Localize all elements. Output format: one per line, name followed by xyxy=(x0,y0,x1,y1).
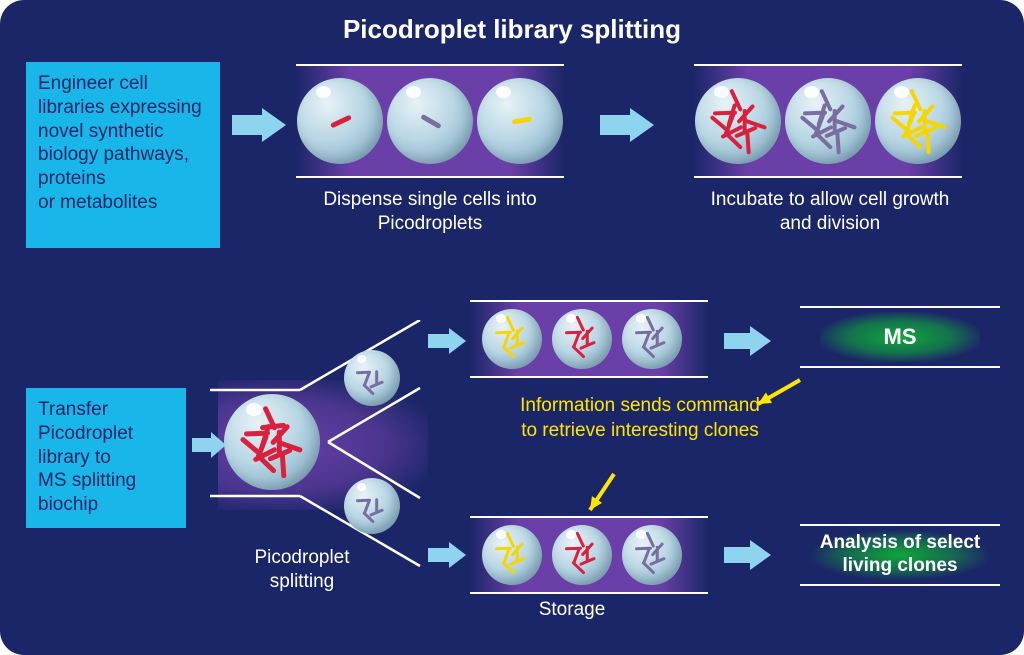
cell-rod xyxy=(579,557,595,566)
diagram-title: Picodroplet library splitting xyxy=(0,14,1024,45)
analysis-panel: Analysis of select living clones xyxy=(800,524,1000,586)
picodroplet xyxy=(224,394,320,490)
cell-rod xyxy=(330,115,352,129)
picodroplet xyxy=(482,525,542,585)
diagram-canvas: Picodroplet library splitting Engineer ce… xyxy=(0,0,1024,655)
picodroplet xyxy=(695,78,781,164)
picodroplet xyxy=(552,525,612,585)
cell-rod xyxy=(509,557,525,566)
cell-rod xyxy=(280,452,287,479)
picodroplet xyxy=(297,78,383,164)
caption-storage: Storage xyxy=(512,598,632,622)
cell-rod xyxy=(576,316,586,332)
cell-rod xyxy=(649,341,665,350)
flow-arrow xyxy=(600,108,654,142)
picodroplet xyxy=(785,78,871,164)
picodroplet xyxy=(622,525,682,585)
cell-rod xyxy=(646,316,656,332)
info-text: Information sends command to retrieve in… xyxy=(510,394,770,443)
cell-rod xyxy=(649,557,665,566)
cell-rod xyxy=(509,341,525,350)
caption-incubate: Incubate to allow cell growth and divisi… xyxy=(700,188,960,236)
caption-split: Picodroplet splitting xyxy=(222,546,382,594)
caption-dispense: Dispense single cells into Picodroplets xyxy=(300,188,560,236)
flow-arrow xyxy=(428,542,466,568)
picodroplet xyxy=(387,78,473,164)
cell-rod xyxy=(506,316,516,332)
cell-rod xyxy=(925,130,931,154)
analysis-label: Analysis of select living clones xyxy=(804,532,996,578)
box1: Engineer cell libraries expressing novel… xyxy=(26,62,220,248)
cell-rod xyxy=(356,499,371,503)
flow-arrow xyxy=(192,432,226,458)
cell-rod xyxy=(356,371,371,375)
picodroplet xyxy=(477,78,563,164)
picodroplet xyxy=(552,309,612,369)
cell-rod xyxy=(579,341,595,350)
cell-rod xyxy=(512,116,533,124)
flow-arrow xyxy=(232,108,286,142)
flow-arrow xyxy=(428,328,466,354)
cell-rod xyxy=(646,532,656,548)
info-arrow xyxy=(746,368,812,416)
picodroplet xyxy=(344,478,400,534)
cell-rod xyxy=(420,114,442,129)
flow-arrow xyxy=(724,540,772,570)
info-arrow xyxy=(578,462,626,522)
picodroplet xyxy=(344,350,400,406)
picodroplet xyxy=(482,309,542,369)
cell-rod xyxy=(506,532,516,548)
box2: Transfer Picodroplet library to MS split… xyxy=(26,388,186,528)
picodroplet xyxy=(622,309,682,369)
cell-rod xyxy=(835,130,841,154)
picodroplet xyxy=(875,78,961,164)
flow-arrow xyxy=(724,326,772,356)
cell-rod xyxy=(576,532,586,548)
cell-rod xyxy=(745,130,751,154)
ms-label: MS xyxy=(800,324,1000,350)
ms-panel: MS xyxy=(800,306,1000,368)
